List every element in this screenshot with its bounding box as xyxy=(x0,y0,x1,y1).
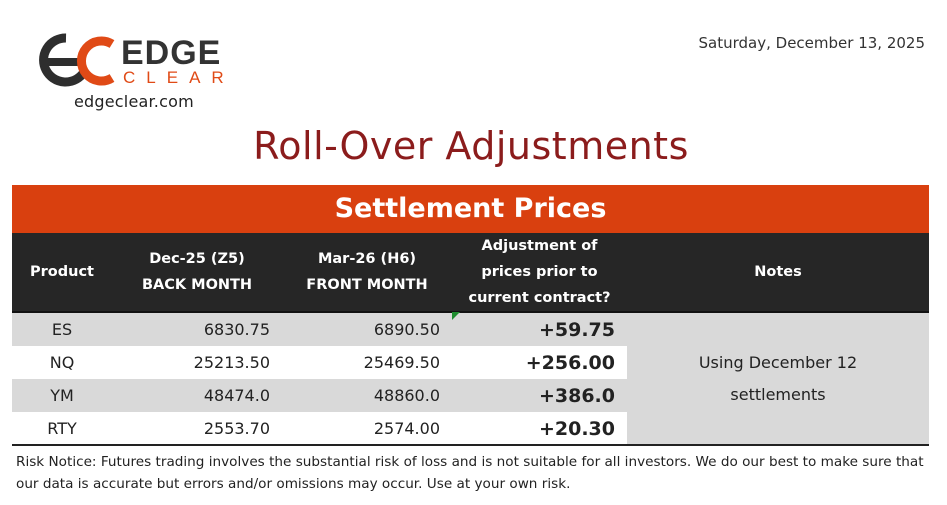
page-title: Roll-Over Adjustments xyxy=(253,124,689,168)
table-row: ES 6830.75 6890.50 +59.75 Using December… xyxy=(12,312,929,445)
header-adjustment: Adjustment of prices prior to current cont… xyxy=(452,233,627,313)
adjustment-cell: +256.00 xyxy=(525,351,615,374)
report-date: Saturday, December 13, 2025 xyxy=(698,34,925,52)
table-row: YM 48474.0 48860.0 +386.0 xyxy=(12,379,929,412)
logo-text-clear: CLEAR xyxy=(123,68,235,87)
adjustment-cell: +59.75 xyxy=(452,312,627,346)
front-month-cell: 25469.50 xyxy=(363,353,440,372)
product-cell: NQ xyxy=(49,353,75,372)
settlement-table: Product Dec-25 (Z5) BACK MONTH Mar-26 (H6… xyxy=(12,233,929,445)
back-month-cell: 48474.0 xyxy=(112,379,282,412)
product-cell: RTY xyxy=(47,419,77,438)
back-month-cell: 2553.70 xyxy=(203,419,270,438)
back-month-cell: 25213.50 xyxy=(193,353,270,372)
table-row: RTY 2553.70 2574.00 +20.30 xyxy=(12,412,929,445)
edgeclear-logo: EDGE CLEAR xyxy=(38,32,238,92)
adjustment-cell: +386.0 xyxy=(452,379,627,412)
product-cell: YM xyxy=(12,379,112,412)
website-link[interactable]: edgeclear.com xyxy=(74,92,194,111)
header-back-month: Dec-25 (Z5) BACK MONTH xyxy=(112,233,282,313)
ec-logo-mark-icon xyxy=(39,33,115,87)
front-month-cell: 6890.50 xyxy=(282,312,452,346)
front-month-cell: 48860.0 xyxy=(282,379,452,412)
logo-text-edge: EDGE xyxy=(121,34,222,72)
table-row: NQ 25213.50 25469.50 +256.00 xyxy=(12,346,929,379)
header-product: Product xyxy=(12,233,112,313)
front-month-cell: 2574.00 xyxy=(373,419,440,438)
back-month-cell: 6830.75 xyxy=(112,312,282,346)
cell-comment-marker-icon xyxy=(452,312,460,320)
table-bottom-border xyxy=(12,444,929,446)
risk-notice: Risk Notice: Futures trading involves th… xyxy=(16,454,924,492)
notes-cell: Using December 12 settlements xyxy=(627,312,929,445)
settlement-banner: Settlement Prices xyxy=(12,185,929,233)
header-notes: Notes xyxy=(627,233,929,313)
header-front-month: Mar-26 (H6) FRONT MONTH xyxy=(282,233,452,313)
table-header-row: Product Dec-25 (Z5) BACK MONTH Mar-26 (H6… xyxy=(12,233,929,313)
product-cell: ES xyxy=(12,312,112,346)
adjustment-cell: +20.30 xyxy=(538,417,615,440)
